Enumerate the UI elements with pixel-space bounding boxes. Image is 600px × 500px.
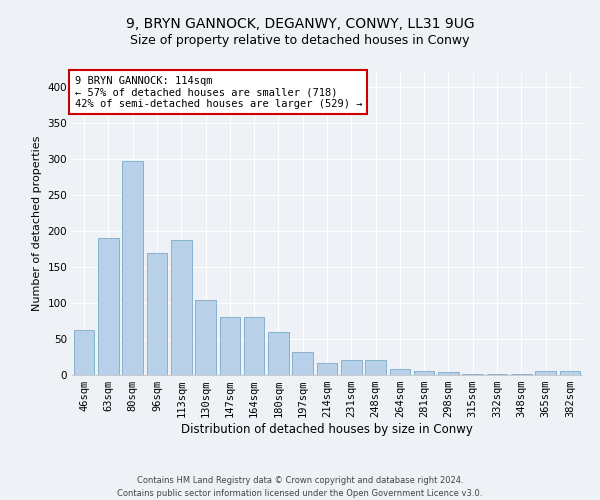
- Text: Size of property relative to detached houses in Conwy: Size of property relative to detached ho…: [130, 34, 470, 47]
- Bar: [292, 352, 313, 375]
- Bar: [365, 360, 386, 375]
- Bar: [535, 370, 556, 375]
- Bar: [463, 374, 483, 375]
- Bar: [146, 252, 167, 375]
- Bar: [244, 318, 265, 375]
- Bar: [122, 161, 143, 375]
- Bar: [389, 368, 410, 375]
- Bar: [341, 360, 362, 375]
- Text: 9, BRYN GANNOCK, DEGANWY, CONWY, LL31 9UG: 9, BRYN GANNOCK, DEGANWY, CONWY, LL31 9U…: [125, 18, 475, 32]
- X-axis label: Distribution of detached houses by size in Conwy: Distribution of detached houses by size …: [181, 423, 473, 436]
- Bar: [317, 363, 337, 375]
- Bar: [220, 318, 240, 375]
- Text: Contains HM Land Registry data © Crown copyright and database right 2024.
Contai: Contains HM Land Registry data © Crown c…: [118, 476, 482, 498]
- Bar: [268, 332, 289, 375]
- Bar: [195, 300, 216, 375]
- Bar: [487, 374, 508, 375]
- Bar: [74, 330, 94, 375]
- Bar: [171, 240, 191, 375]
- Text: 9 BRYN GANNOCK: 114sqm
← 57% of detached houses are smaller (718)
42% of semi-de: 9 BRYN GANNOCK: 114sqm ← 57% of detached…: [74, 76, 362, 108]
- Bar: [98, 238, 119, 375]
- Bar: [560, 370, 580, 375]
- Bar: [438, 372, 459, 375]
- Bar: [511, 374, 532, 375]
- Y-axis label: Number of detached properties: Number of detached properties: [32, 136, 42, 312]
- Bar: [414, 372, 434, 375]
